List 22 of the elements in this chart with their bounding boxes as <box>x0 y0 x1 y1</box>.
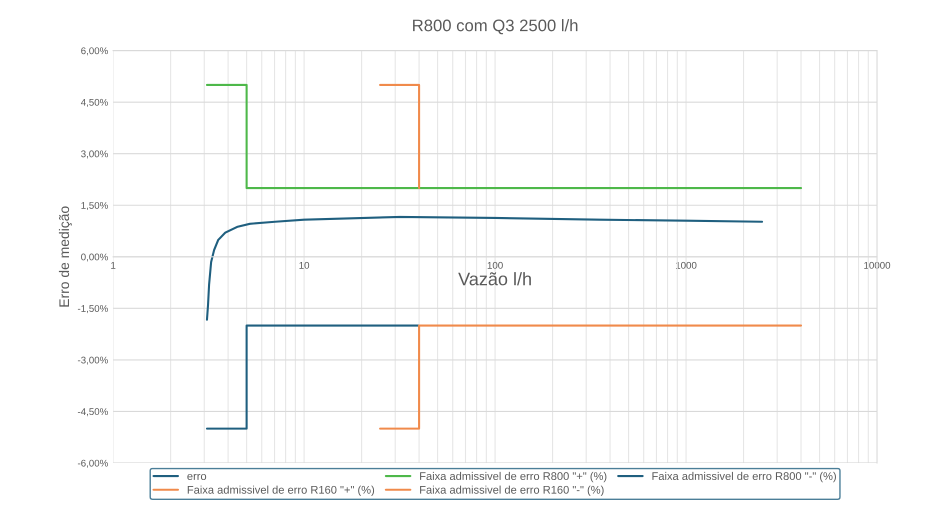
y-tick-label: 4,50% <box>80 98 108 107</box>
y-tick-label: -4,50% <box>78 408 108 416</box>
x-tick-label: 1 <box>111 262 116 269</box>
y-tick-label: 0,00% <box>81 254 108 262</box>
y-tick-label: 3,00% <box>81 150 108 158</box>
y-tick-label: -3,00% <box>78 356 108 365</box>
legend-label: Faixa admissivel de erro R800 "-" (%) <box>652 472 836 482</box>
legend-label: Faixa admissivel de erro R800 "+" (%) <box>420 472 606 482</box>
y-tick-label: 6,00% <box>81 47 108 56</box>
y-axis-title: Erro de medição <box>58 206 72 307</box>
legend-label: Faixa admissivel de erro R160 "+" (%) <box>188 486 374 496</box>
legend-label: erro <box>187 474 206 480</box>
y-tick-label: -1,50% <box>78 305 108 314</box>
x-tick-label: 10000 <box>864 262 890 269</box>
x-axis-title: Vazão l/h <box>458 272 531 286</box>
y-tick-label: -6,00% <box>78 460 108 468</box>
y-tick-label: 1,50% <box>81 202 108 210</box>
x-tick-label: 1000 <box>676 262 696 269</box>
chart-title: R800 com Q3 2500 l/h <box>413 19 578 34</box>
x-tick-label: 100 <box>488 262 503 269</box>
x-tick-label: 10 <box>299 262 310 269</box>
legend-label: Faixa admissivel de erro R160 "-" (%) <box>420 486 604 496</box>
